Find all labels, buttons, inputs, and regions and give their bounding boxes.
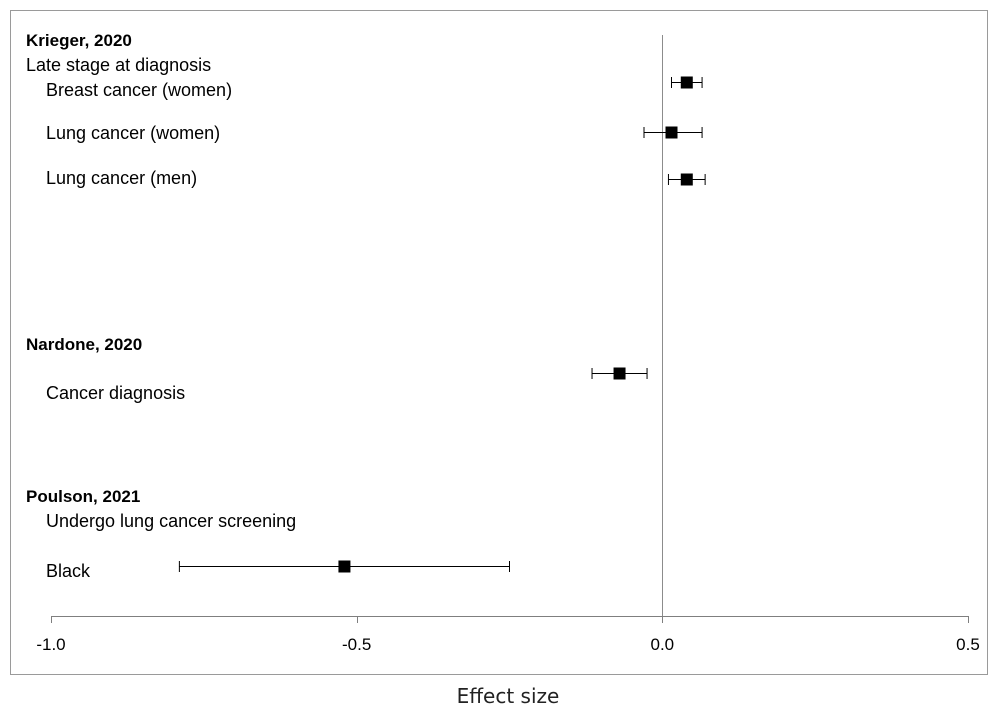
outcome-label: Late stage at diagnosis <box>26 55 211 75</box>
x-tick-label: 0.0 <box>651 635 675 654</box>
outcome-label: Undergo lung cancer screening <box>46 511 296 531</box>
x-axis: -1.0 -0.5 0.0 0.5 <box>36 616 980 654</box>
row-label: Lung cancer (women) <box>46 123 220 143</box>
point-estimate <box>680 76 693 89</box>
x-tick-label: -1.0 <box>36 635 65 654</box>
x-tick-label: 0.5 <box>956 635 980 654</box>
study-label: Nardone, 2020 <box>26 335 142 354</box>
row-label: Black <box>46 561 91 581</box>
row-label: Cancer diagnosis <box>46 383 185 403</box>
point-estimate <box>680 173 693 186</box>
study-label: Poulson, 2021 <box>26 487 140 506</box>
plot-border <box>10 10 988 675</box>
point-estimate <box>613 367 626 380</box>
row-label: Breast cancer (women) <box>46 80 232 100</box>
row-label: Lung cancer (men) <box>46 168 197 188</box>
point-estimate <box>338 560 351 573</box>
study-label: Krieger, 2020 <box>26 31 132 50</box>
x-tick-label: -0.5 <box>342 635 371 654</box>
point-estimate <box>665 126 678 139</box>
row-labels: Krieger, 2020 Late stage at diagnosis Brea… <box>26 31 296 581</box>
estimates <box>178 76 706 573</box>
x-axis-title: Effect size <box>457 684 560 708</box>
